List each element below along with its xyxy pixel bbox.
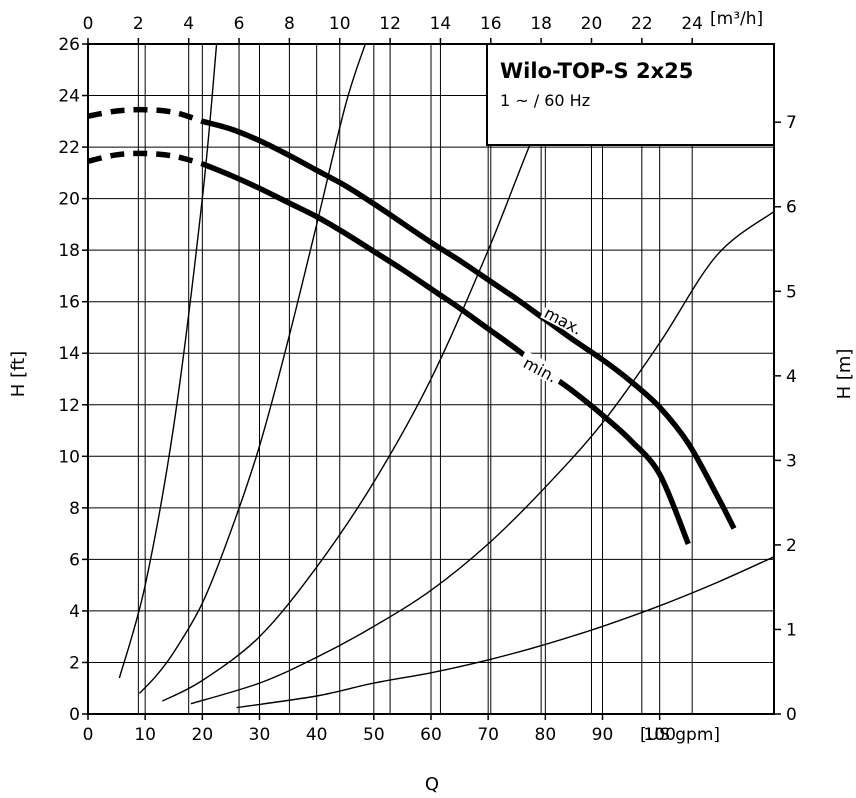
- x2-tick-label: 22: [631, 14, 653, 34]
- y-tick-label: 26: [58, 35, 80, 55]
- right-axis: 0 1 2 3 4 5 6 7: [774, 113, 797, 725]
- x-tick-label: 20: [192, 725, 214, 745]
- y-tick-label: 16: [58, 293, 80, 313]
- annotation-bg: [540, 301, 588, 338]
- x-tick-label: 0: [83, 725, 94, 745]
- x-tick-label: 60: [420, 725, 442, 745]
- y-tick-label: 22: [58, 138, 80, 158]
- x2-tick-label: 18: [530, 14, 552, 34]
- y-axis-title: H [ft]: [8, 351, 29, 397]
- x2-tick-label: 6: [234, 14, 245, 34]
- x-unit-label: [US gpm]: [640, 725, 720, 745]
- system-curve-3: [138, 44, 366, 694]
- x-tick-label: 100: [643, 725, 675, 745]
- y2-tick-label: 6: [786, 198, 797, 218]
- x-tick-label: 50: [363, 725, 385, 745]
- y-tick-label: 8: [69, 499, 80, 519]
- x2-tick-label: 12: [379, 14, 401, 34]
- y-tick-label: 4: [69, 602, 80, 622]
- y-tick-label: 20: [58, 190, 80, 210]
- x2-tick-label: 24: [681, 14, 703, 34]
- y-tick-label: 2: [69, 653, 80, 673]
- x-axis-title: Q: [425, 774, 439, 795]
- x-tick-label: 10: [134, 725, 156, 745]
- x2-tick-label: 16: [480, 14, 502, 34]
- x-tick-label: 90: [592, 725, 614, 745]
- legend: Wilo-TOP-S 2x25 1 ~ / 60 Hz: [486, 43, 775, 146]
- series-min-line: [201, 161, 691, 545]
- y2-tick-label: 3: [786, 451, 797, 471]
- x2-tick-label: 8: [284, 14, 295, 34]
- x-tick-label: 70: [477, 725, 499, 745]
- x-tick-label: 80: [535, 725, 557, 745]
- y2-tick-label: 0: [786, 705, 797, 725]
- x2-tick-label: 14: [430, 14, 452, 34]
- y-tick-label: 6: [69, 550, 80, 570]
- system-curve-6: [236, 556, 774, 709]
- x2-tick-label: 10: [329, 14, 351, 34]
- bottom-axis: 0 10 20 30 40 50 60 70 80 90 100: [83, 714, 676, 745]
- y2-tick-label: 1: [786, 620, 797, 640]
- x2-unit-label: [m³/h]: [710, 9, 763, 29]
- system-curve-2: [118, 44, 218, 679]
- top-axis: 0 2 4 6 8 10 12 14 16 18 20 22 24: [83, 14, 703, 44]
- system-curve-5: [190, 210, 774, 705]
- x2-tick-label: 0: [83, 14, 94, 34]
- series-layer: [88, 44, 774, 709]
- x2-tick-label: 2: [133, 14, 144, 34]
- y2-tick-label: 4: [786, 367, 797, 387]
- chart-title: Wilo-TOP-S 2x25: [500, 59, 693, 83]
- series-max-dashed: [88, 106, 204, 124]
- x-tick-label: 30: [249, 725, 271, 745]
- y-tick-label: 0: [69, 705, 80, 725]
- x2-tick-label: 20: [581, 14, 603, 34]
- y-tick-label: 10: [58, 447, 80, 467]
- x-tick-label: 40: [306, 725, 328, 745]
- series-max-line: [201, 118, 737, 530]
- chart-subtitle: 1 ~ / 60 Hz: [500, 91, 590, 110]
- x2-tick-label: 4: [183, 14, 194, 34]
- series-min-dashed: [88, 150, 204, 167]
- y-tick-label: 12: [58, 396, 80, 416]
- y-tick-label: 24: [58, 87, 80, 107]
- y2-tick-label: 2: [786, 536, 797, 556]
- y-tick-label: 18: [58, 241, 80, 261]
- legend-box: [486, 43, 775, 146]
- y2-tick-label: 5: [786, 282, 797, 302]
- y2-axis-title: H [m]: [834, 349, 855, 400]
- y2-tick-label: 7: [786, 113, 797, 133]
- annotation-bg: [517, 350, 565, 387]
- system-curve-4: [161, 44, 586, 702]
- y-tick-label: 14: [58, 344, 80, 364]
